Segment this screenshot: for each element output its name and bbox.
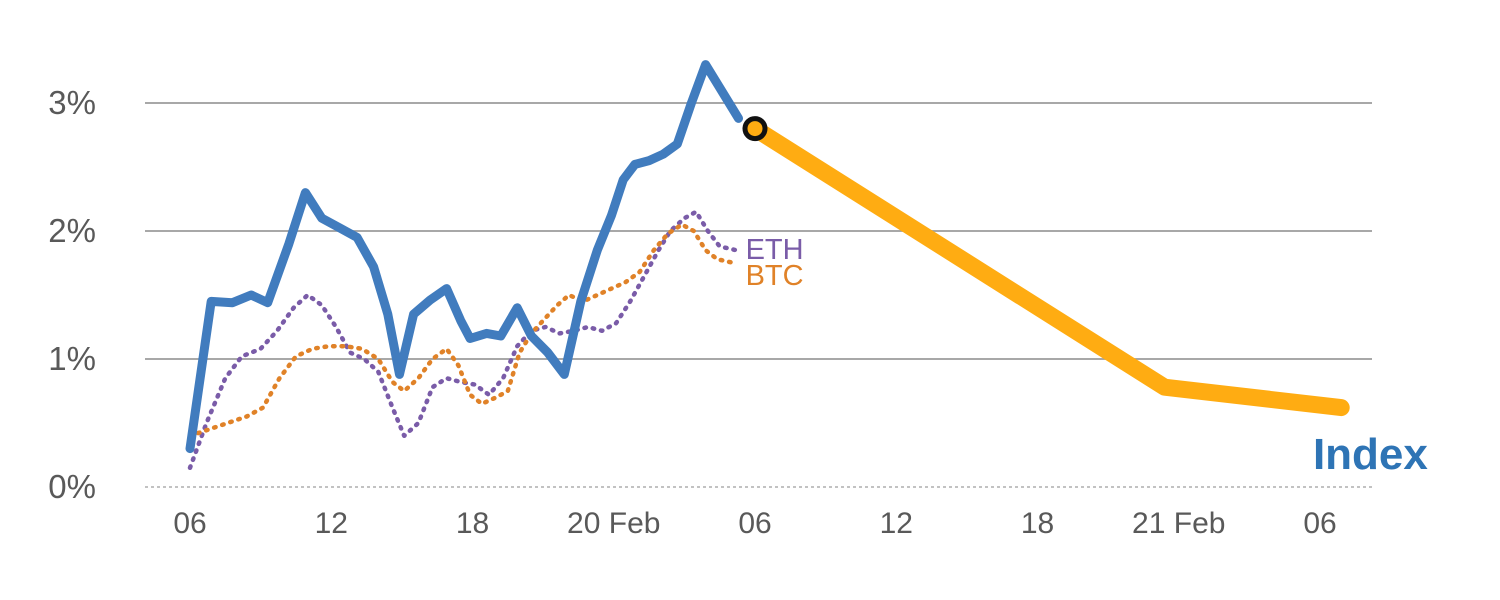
series-line-index-projection [746, 120, 1350, 417]
series-line-btc [187, 222, 737, 439]
series-label-index: Index [1313, 430, 1428, 479]
series-line-index [185, 60, 743, 454]
x-tick-label: 18 [456, 507, 489, 540]
x-tick-label: 18 [1021, 507, 1054, 540]
x-tick-label: 06 [1303, 507, 1336, 540]
x-tick-label: 06 [738, 507, 771, 540]
series-label-btc: BTC [746, 260, 804, 292]
y-tick-label: 3% [48, 84, 96, 121]
series-label-eth: ETH [746, 234, 804, 266]
y-tick-label: 1% [48, 340, 96, 377]
x-tick-label: 06 [173, 507, 206, 540]
x-tick-label: 21 Feb [1132, 507, 1225, 540]
x-tick-label: 12 [880, 507, 913, 540]
y-tick-label: 2% [48, 212, 96, 249]
projection-start-marker[interactable] [742, 116, 768, 142]
x-tick-label: 12 [315, 507, 348, 540]
y-tick-label: 0% [48, 468, 96, 505]
series-line-eth [187, 209, 739, 471]
x-tick-label: 20 Feb [567, 507, 660, 540]
